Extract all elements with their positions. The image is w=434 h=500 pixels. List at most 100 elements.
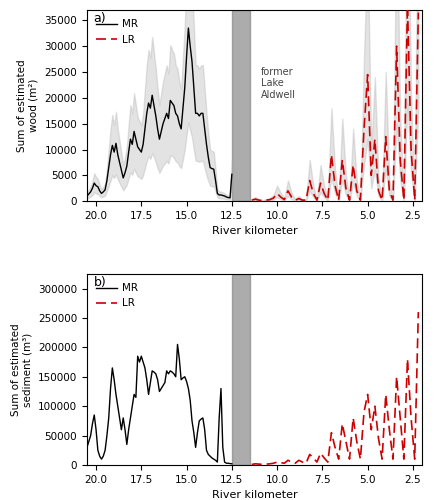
MR bbox=[229, 461, 234, 467]
LR bbox=[342, 438, 348, 444]
Y-axis label: Sum of estimated
sediment (m³): Sum of estimated sediment (m³) bbox=[11, 323, 33, 416]
LR bbox=[277, 460, 283, 466]
LR bbox=[252, 196, 257, 202]
LR bbox=[408, 415, 413, 421]
LR bbox=[361, 126, 366, 132]
LR bbox=[350, 162, 355, 168]
LR bbox=[332, 444, 337, 450]
LR bbox=[393, 374, 398, 380]
LR bbox=[393, 43, 398, 49]
LR bbox=[372, 403, 377, 409]
LR bbox=[335, 456, 341, 462]
LR bbox=[404, 356, 409, 362]
MR bbox=[193, 444, 198, 450]
LR bbox=[321, 190, 326, 196]
MR bbox=[204, 448, 209, 454]
LR bbox=[266, 461, 272, 467]
Line: LR: LR bbox=[251, 5, 418, 200]
LR bbox=[382, 134, 388, 140]
LR bbox=[353, 438, 358, 444]
LR bbox=[303, 460, 308, 466]
MR bbox=[164, 368, 169, 374]
LR bbox=[397, 415, 402, 421]
LR bbox=[328, 430, 333, 436]
MR bbox=[174, 113, 180, 119]
LR bbox=[386, 426, 391, 432]
LR bbox=[339, 157, 344, 163]
LR bbox=[306, 178, 312, 184]
MR bbox=[185, 25, 191, 31]
LR bbox=[375, 436, 380, 442]
Y-axis label: Sum of estimated
wood (m²): Sum of estimated wood (m²) bbox=[17, 60, 39, 152]
LR bbox=[364, 72, 369, 78]
LR bbox=[378, 197, 384, 203]
LR bbox=[325, 197, 330, 203]
LR bbox=[274, 459, 279, 465]
MR bbox=[216, 415, 221, 421]
Legend: MR, LR: MR, LR bbox=[92, 15, 142, 49]
LR bbox=[411, 197, 416, 203]
LR bbox=[256, 197, 261, 203]
LR bbox=[285, 458, 290, 464]
Legend: MR, LR: MR, LR bbox=[92, 279, 142, 312]
LR bbox=[296, 196, 301, 202]
LR bbox=[310, 455, 315, 461]
LR bbox=[260, 462, 265, 468]
LR bbox=[270, 195, 276, 201]
LR bbox=[292, 460, 297, 466]
LR bbox=[339, 421, 344, 427]
LR bbox=[346, 456, 352, 462]
LR bbox=[411, 456, 416, 462]
LR bbox=[404, 2, 409, 8]
LR bbox=[303, 197, 308, 203]
LR bbox=[353, 188, 358, 194]
Bar bbox=[231, 274, 250, 465]
LR bbox=[299, 459, 304, 465]
LR bbox=[364, 392, 369, 398]
MR bbox=[210, 166, 216, 172]
LR bbox=[296, 458, 301, 464]
LR bbox=[342, 186, 348, 192]
MR bbox=[84, 444, 89, 450]
MR bbox=[229, 172, 234, 177]
LR bbox=[281, 460, 286, 466]
Line: MR: MR bbox=[87, 344, 231, 464]
LR bbox=[288, 194, 293, 200]
LR bbox=[368, 426, 373, 432]
LR bbox=[415, 10, 420, 16]
X-axis label: River kilometer: River kilometer bbox=[211, 490, 296, 500]
LR bbox=[325, 459, 330, 465]
LR bbox=[314, 197, 319, 203]
LR bbox=[317, 180, 322, 186]
LR bbox=[357, 456, 362, 462]
LR bbox=[368, 172, 373, 178]
LR bbox=[378, 456, 384, 462]
LR bbox=[332, 182, 337, 188]
LR bbox=[285, 188, 290, 194]
LR bbox=[386, 188, 391, 194]
LR bbox=[415, 309, 420, 315]
LR bbox=[397, 157, 402, 163]
LR bbox=[346, 197, 352, 203]
LR bbox=[277, 194, 283, 200]
MR bbox=[174, 342, 180, 347]
LR bbox=[317, 450, 322, 456]
MR bbox=[164, 110, 169, 116]
LR bbox=[263, 461, 268, 467]
LR bbox=[357, 197, 362, 203]
LR bbox=[400, 197, 405, 203]
LR bbox=[372, 136, 377, 142]
LR bbox=[249, 462, 254, 468]
Text: b): b) bbox=[93, 276, 106, 288]
LR bbox=[314, 459, 319, 465]
Text: a): a) bbox=[93, 12, 106, 25]
LR bbox=[389, 456, 395, 462]
LR bbox=[252, 461, 257, 467]
LR bbox=[350, 415, 355, 421]
X-axis label: River kilometer: River kilometer bbox=[211, 226, 296, 236]
Text: former
Lake
Aldwell: former Lake Aldwell bbox=[260, 67, 295, 100]
MR bbox=[193, 110, 198, 116]
MR bbox=[204, 142, 209, 148]
LR bbox=[260, 198, 265, 203]
MR bbox=[176, 356, 181, 362]
